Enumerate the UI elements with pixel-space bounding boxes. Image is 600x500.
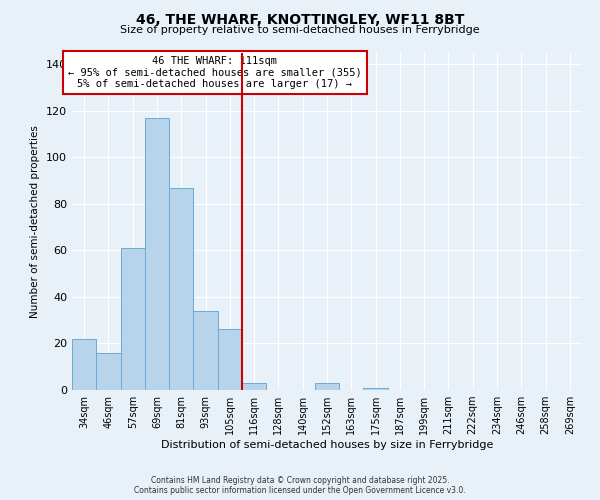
Bar xyxy=(193,311,218,390)
Text: 46 THE WHARF: 111sqm
← 95% of semi-detached houses are smaller (355)
5% of semi-: 46 THE WHARF: 111sqm ← 95% of semi-detac… xyxy=(68,56,362,89)
Y-axis label: Number of semi-detached properties: Number of semi-detached properties xyxy=(31,125,40,318)
Bar xyxy=(218,330,242,390)
Text: 46, THE WHARF, KNOTTINGLEY, WF11 8BT: 46, THE WHARF, KNOTTINGLEY, WF11 8BT xyxy=(136,12,464,26)
Bar xyxy=(169,188,193,390)
Text: Contains HM Land Registry data © Crown copyright and database right 2025.
Contai: Contains HM Land Registry data © Crown c… xyxy=(134,476,466,495)
Bar xyxy=(242,383,266,390)
Bar xyxy=(364,388,388,390)
Bar xyxy=(72,339,96,390)
Bar xyxy=(315,383,339,390)
Bar xyxy=(145,118,169,390)
Text: Size of property relative to semi-detached houses in Ferrybridge: Size of property relative to semi-detach… xyxy=(120,25,480,35)
Bar xyxy=(121,248,145,390)
Bar xyxy=(96,353,121,390)
X-axis label: Distribution of semi-detached houses by size in Ferrybridge: Distribution of semi-detached houses by … xyxy=(161,440,493,450)
